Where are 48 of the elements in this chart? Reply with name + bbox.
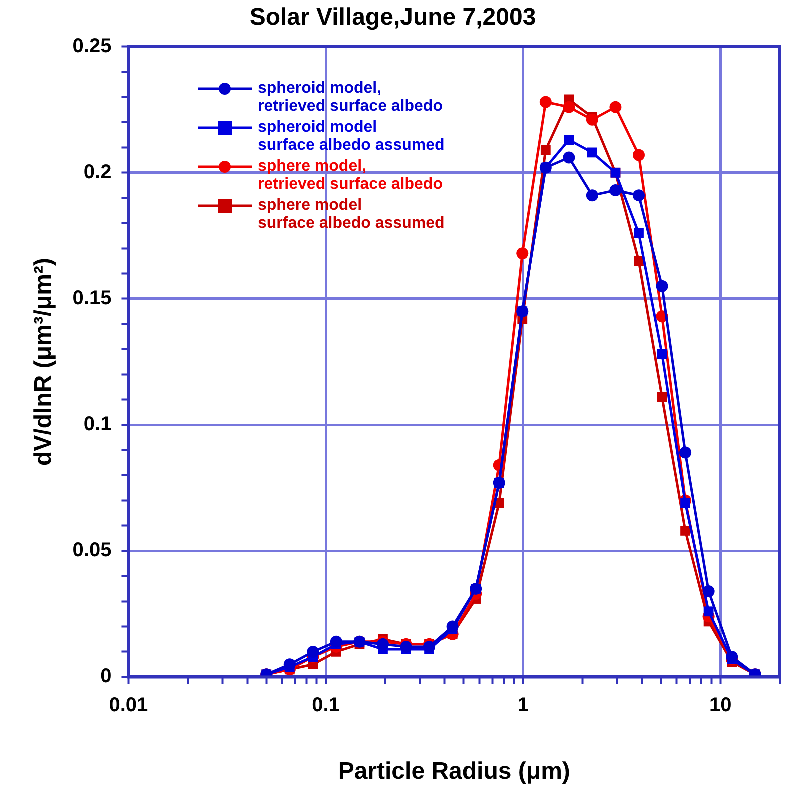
- point: [307, 646, 320, 658]
- y-tick-label: 0.25: [72, 35, 112, 58]
- point: [587, 148, 598, 158]
- point: [726, 651, 738, 664]
- point: [330, 636, 342, 648]
- point: [657, 349, 668, 360]
- y-tick-label: 0.05: [72, 540, 112, 562]
- point: [680, 526, 690, 536]
- point: [656, 280, 668, 292]
- y-tick-label: 0: [100, 666, 112, 688]
- point: [564, 135, 574, 146]
- point: [424, 640, 436, 653]
- legend-label: spheroid model surface albedo assumed: [258, 119, 445, 155]
- point: [586, 190, 598, 202]
- chart-title: Solar Village,June 7,2003: [250, 4, 536, 32]
- point: [446, 620, 459, 633]
- point: [400, 640, 412, 653]
- point: [634, 256, 644, 266]
- point: [634, 228, 644, 238]
- point: [657, 392, 668, 402]
- point: [563, 101, 576, 114]
- x-tick-label: 0.01: [109, 694, 148, 717]
- point: [376, 638, 389, 650]
- y-tick-label: 0.1: [84, 414, 112, 436]
- point: [540, 145, 551, 156]
- point: [586, 114, 598, 126]
- point: [702, 585, 715, 598]
- point: [704, 606, 714, 617]
- y-tick-label: 0.15: [72, 287, 112, 310]
- point: [680, 498, 690, 508]
- x-axis-title: Particle Radius (μm): [338, 758, 570, 786]
- point: [563, 152, 576, 164]
- point: [516, 248, 529, 260]
- y-tick-label: 0.2: [84, 161, 112, 184]
- legend-label: spheroid model, retrieved surface albedo: [258, 80, 443, 116]
- x-tick-label: 0.1: [312, 694, 340, 717]
- legend-label: sphere model, retrieved surface albedo: [258, 158, 443, 194]
- point: [610, 101, 622, 114]
- legend-label: sphere model surface albedo assumed: [258, 197, 445, 233]
- point: [632, 149, 645, 162]
- x-tick-label: 1: [518, 694, 529, 717]
- point: [680, 446, 692, 459]
- y-axis-title: dV/dlnR (μm³/μm²): [30, 258, 58, 466]
- point: [540, 96, 552, 108]
- x-tick-label: 10: [709, 694, 732, 717]
- point: [610, 184, 622, 197]
- point: [284, 658, 296, 671]
- point: [632, 190, 645, 202]
